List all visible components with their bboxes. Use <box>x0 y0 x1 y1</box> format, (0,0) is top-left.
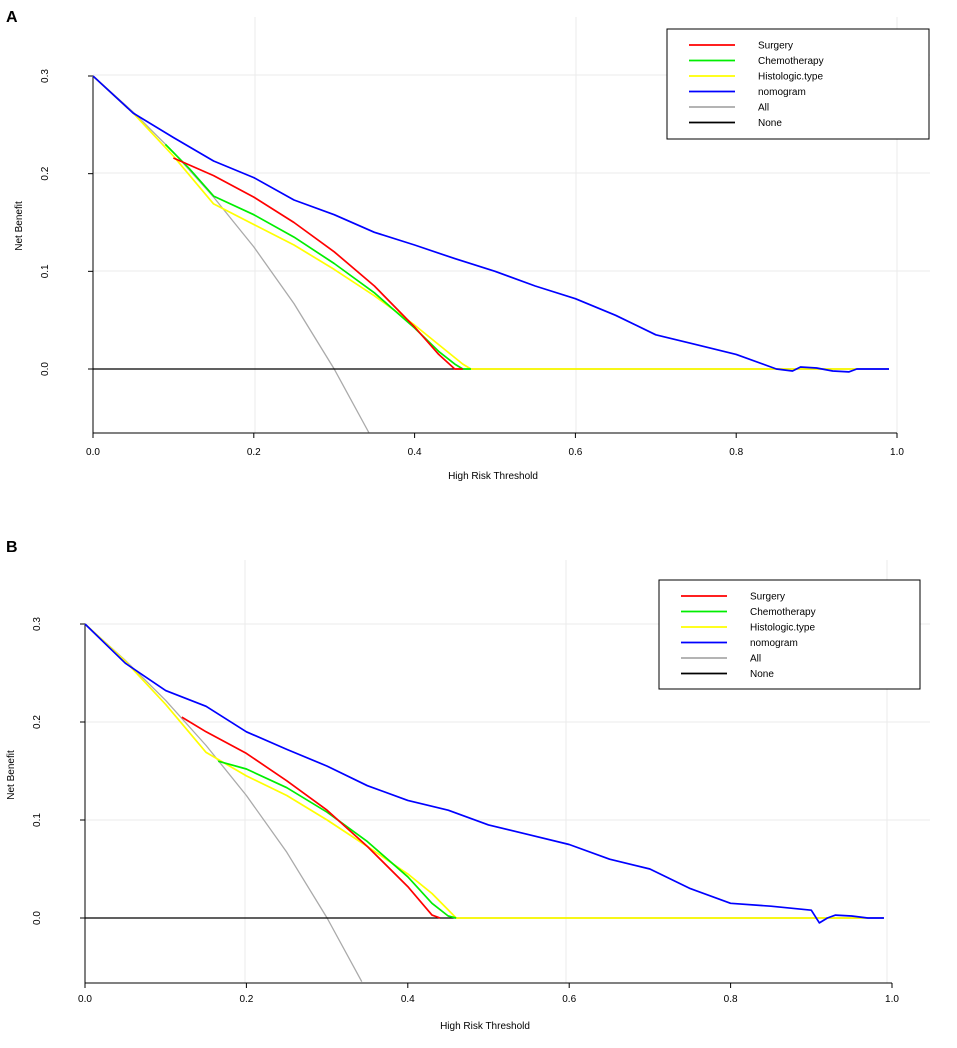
series-line-nomogram <box>84 623 884 924</box>
series-group <box>92 75 889 433</box>
x-tick-label: 1.0 <box>885 994 899 1005</box>
legend-label: None <box>750 669 774 680</box>
x-tick-label: 0.6 <box>562 994 576 1005</box>
y-tick-label: 0.0 <box>32 911 43 925</box>
x-tick-label: 1.0 <box>890 447 904 458</box>
panel-b: B 0.0 0.2 0.4 0.6 0.8 1.0 0.0 0.1 0.2 0.3 High Risk… <box>6 539 930 1032</box>
legend-box <box>666 28 930 140</box>
y-tick-label: 0.3 <box>40 69 51 83</box>
series-line-surgery <box>181 716 441 919</box>
legend: Surgery Chemotherapy Histologic.type nomogr… <box>658 579 921 690</box>
grid <box>85 560 930 983</box>
legend-label: Surgery <box>758 41 793 52</box>
x-tick-label: 0.8 <box>729 447 743 458</box>
y-axis-title: Net Benefit <box>6 750 17 800</box>
series-line-all <box>92 75 370 433</box>
legend-label: Surgery <box>750 592 785 603</box>
y-axis-title: Net Benefit <box>14 201 25 251</box>
series-line-chemotherapy <box>217 760 457 919</box>
panel-a: A 0.0 0.2 0.4 0.6 0.8 1.0 0.0 0.1 0.2 0.3 High Risk… <box>6 9 930 482</box>
legend-label: Chemotherapy <box>750 607 816 618</box>
axes: 0.0 0.2 0.4 0.6 0.8 1.0 0.0 0.1 0.2 0.3 <box>40 69 904 458</box>
series-line-histologic-type <box>84 623 868 919</box>
x-tick-label: 0.2 <box>239 994 253 1005</box>
series-line-all <box>84 623 363 983</box>
series-line-chemotherapy <box>164 143 471 370</box>
legend-label: All <box>758 103 769 114</box>
y-tick-label: 0.1 <box>40 264 51 278</box>
legend: Surgery Chemotherapy Histologic.type nomogr… <box>666 28 930 140</box>
legend-box <box>658 579 921 690</box>
x-tick-label: 0.4 <box>408 447 422 458</box>
legend-label: Histologic.type <box>750 623 815 634</box>
x-tick-label: 0.0 <box>86 447 100 458</box>
series-line-histologic-type <box>92 75 857 370</box>
x-tick-label: 0.4 <box>401 994 415 1005</box>
y-tick-label: 0.0 <box>40 362 51 376</box>
legend-label: None <box>758 118 782 129</box>
series-line-surgery <box>173 157 463 370</box>
legend-label: Histologic.type <box>758 72 823 83</box>
x-axis-title: High Risk Threshold <box>448 471 538 482</box>
x-tick-label: 0.8 <box>724 994 738 1005</box>
legend-label: All <box>750 654 761 665</box>
x-tick-label: 0.6 <box>568 447 582 458</box>
x-tick-label: 0.0 <box>78 994 92 1005</box>
y-tick-label: 0.1 <box>32 813 43 827</box>
legend-label: nomogram <box>758 87 806 98</box>
axes: 0.0 0.2 0.4 0.6 0.8 1.0 0.0 0.1 0.2 0.3 <box>32 617 899 1005</box>
x-tick-label: 0.2 <box>247 447 261 458</box>
panel-label: A <box>6 9 18 26</box>
y-tick-label: 0.3 <box>32 617 43 631</box>
y-tick-label: 0.2 <box>40 166 51 180</box>
series-line-nomogram <box>92 75 889 373</box>
series-group <box>84 623 884 983</box>
legend-label: Chemotherapy <box>758 56 824 67</box>
panel-label: B <box>6 539 18 556</box>
legend-label: nomogram <box>750 638 798 649</box>
x-axis-title: High Risk Threshold <box>440 1021 530 1032</box>
y-tick-label: 0.2 <box>32 715 43 729</box>
